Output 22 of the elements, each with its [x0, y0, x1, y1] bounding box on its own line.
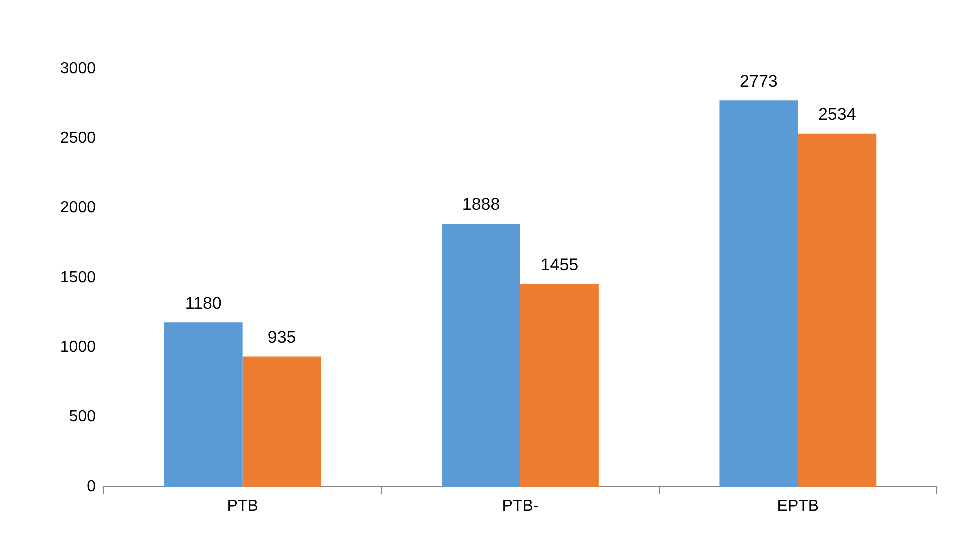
data-label: 1888 [462, 195, 500, 214]
y-tick-label: 2000 [60, 200, 96, 217]
y-tick-label: 1000 [60, 339, 96, 356]
y-tick-label: 3000 [60, 60, 96, 78]
bar [798, 134, 877, 487]
x-tick-label: PTB- [502, 498, 539, 516]
y-tick-label: 1500 [60, 269, 96, 286]
bar [442, 224, 520, 487]
bar [520, 284, 599, 487]
bar [164, 322, 243, 487]
bar [242, 356, 322, 487]
x-tick-label: PTB [227, 498, 258, 516]
data-label: 1455 [540, 255, 579, 274]
x-tick-label: EPTB [777, 498, 820, 516]
data-label: 2773 [740, 72, 778, 91]
y-tick-label: 0 [87, 478, 96, 496]
data-label: 935 [268, 328, 296, 347]
bar [720, 100, 798, 487]
y-tick-label: 2500 [60, 130, 96, 148]
data-label: 1180 [185, 294, 222, 313]
y-tick-label: 500 [69, 408, 96, 426]
data-label: 2534 [818, 105, 856, 124]
